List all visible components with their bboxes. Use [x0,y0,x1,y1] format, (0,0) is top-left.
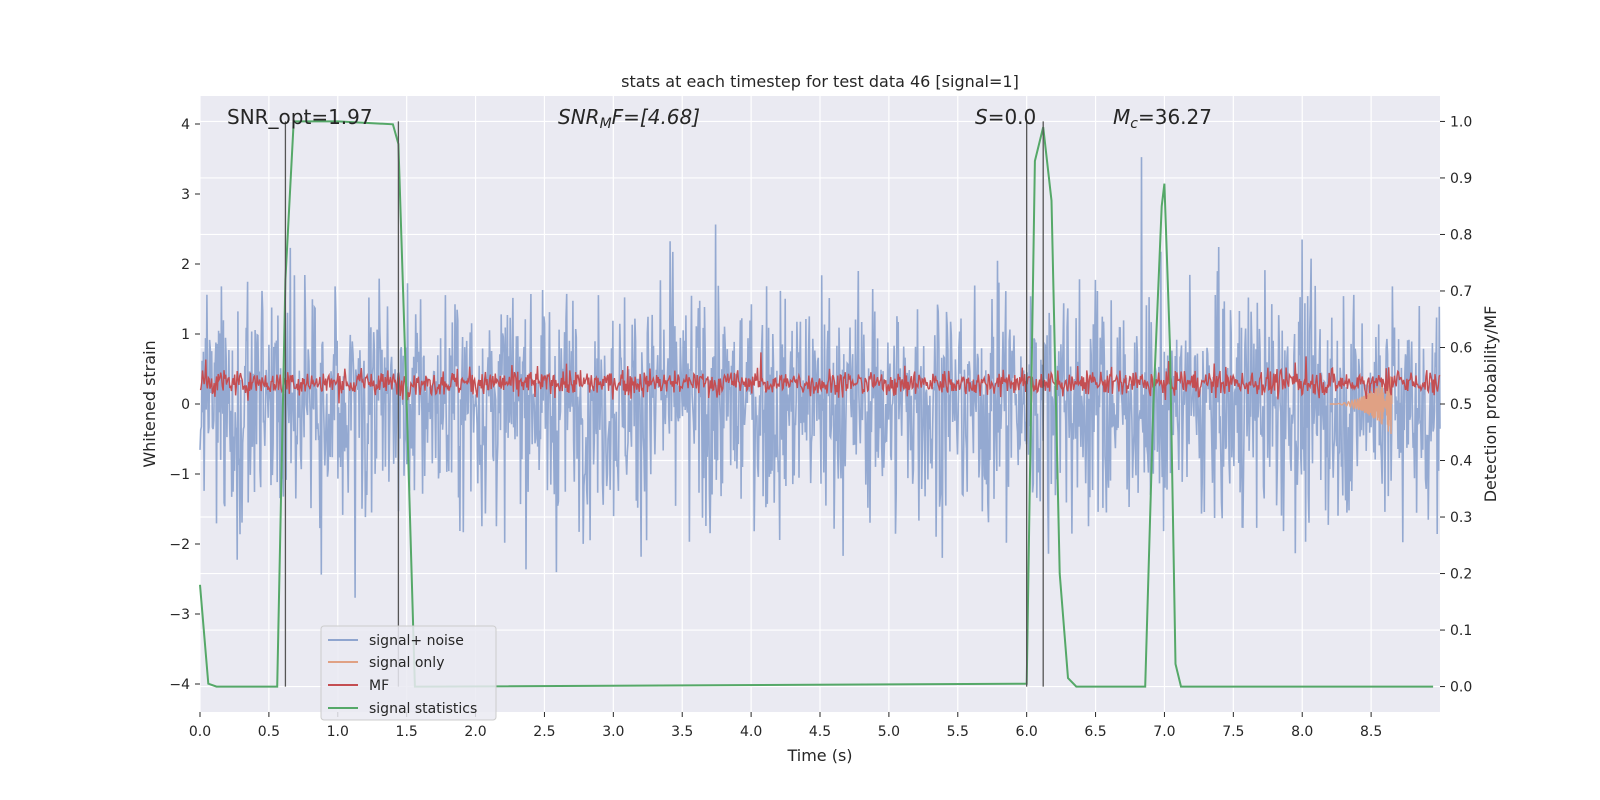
noise-line [199,157,1441,598]
chart-title: stats at each timestep for test data 46 … [621,72,1019,91]
snr-mf-label: SNR [558,105,600,129]
x-tick-label-13: 6.5 [1084,724,1106,740]
series-signal-statistics [199,120,1434,688]
vertical-markers [284,121,1044,687]
x-tick-label-16: 8.0 [1291,724,1313,740]
x-tick-label-8: 4.0 [740,724,762,740]
s-label: S [975,105,988,129]
y2-tick-label-1: 0.1 [1450,623,1472,639]
x-tick-label-15: 7.5 [1222,724,1244,740]
legend: signal+ noise signal only MF signal stat… [320,625,497,721]
y-tick-label-3: −1 [169,467,190,483]
y-tick-label-7: 3 [181,187,190,203]
annotation-snr-mf: SNRMF=[4.68] [558,105,700,132]
x-tick-label-7: 3.5 [671,724,693,740]
y2-tick-label-6: 0.6 [1450,340,1472,356]
y-tick-label-2: −2 [169,537,190,553]
y-tick-label-1: −3 [169,607,190,623]
x-tick-label-10: 5.0 [878,724,900,740]
series-signal-noise [199,157,1441,598]
annotation-s: S=0.0 [975,105,1036,129]
y2-tick-label-4: 0.4 [1450,454,1472,470]
snr-mf-rest: F=[4.68] [612,105,700,129]
annotation-snr-opt: SNR_opt=1.97 [227,105,373,129]
x-tick-label-6: 3.0 [602,724,624,740]
legend-label-signal-noise: signal+ noise [369,633,464,649]
x-tick-label-2: 1.0 [327,724,349,740]
x-tick-label-3: 1.5 [396,724,418,740]
s-rest: =0.0 [988,105,1037,129]
y2-tick-label-10: 1.0 [1450,114,1472,130]
x-axis-ticks: 0.0 0.5 1.0 1.5 2.0 2.5 3.0 3.5 4.0 4.5 5.0 5.5 6.0 6… [189,712,1382,740]
legend-label-signal-statistics: signal statistics [369,701,477,717]
legend-box [320,625,497,721]
y2-tick-label-3: 0.3 [1450,510,1472,526]
y-tick-label-4: 0 [181,397,190,413]
legend-label-mf: MF [369,678,389,694]
x-tick-label-4: 2.0 [464,724,486,740]
mc-sub: c [1130,116,1138,132]
mc-rest: =36.27 [1138,105,1212,129]
y-tick-label-6: 2 [181,257,190,273]
y-tick-label-5: 1 [181,327,190,343]
x-tick-label-0: 0.0 [189,724,211,740]
y-tick-label-0: −4 [169,677,190,693]
x-tick-label-17: 8.5 [1360,724,1382,740]
y2-tick-label-5: 0.5 [1450,397,1472,413]
y2-tick-label-2: 0.2 [1450,567,1472,583]
x-tick-label-12: 6.0 [1016,724,1038,740]
signal-only-line [1329,376,1393,435]
x-tick-label-11: 5.5 [947,724,969,740]
snr-mf-sub: M [600,116,612,132]
y2-tick-label-9: 0.9 [1450,171,1472,187]
y-axis-ticks: −4 −3 −2 −1 0 1 2 3 4 [169,117,200,693]
y-axis-label: Whitened strain [140,340,159,467]
mc-label: M [1113,105,1130,129]
legend-label-signal-only: signal only [369,655,444,671]
x-tick-label-1: 0.5 [258,724,280,740]
y2-axis-label: Detection probability/MF [1481,306,1500,503]
annotation-mc: Mc=36.27 [1113,105,1212,132]
x-tick-label-9: 4.5 [809,724,831,740]
signal-statistics-line [199,120,1434,688]
y2-tick-label-7: 0.7 [1450,284,1472,300]
x-axis-label: Time (s) [786,746,852,765]
x-tick-label-14: 7.0 [1153,724,1175,740]
series-signal-only [1329,376,1393,435]
x-tick-label-5: 2.5 [533,724,555,740]
y2-tick-label-8: 0.8 [1450,227,1472,243]
y2-axis-ticks: 0.0 0.1 0.2 0.3 0.4 0.5 0.6 0.7 0.8 0.9 1.0 [1440,114,1472,696]
y-tick-label-8: 4 [181,117,190,133]
y2-tick-label-0: 0.0 [1450,680,1472,696]
